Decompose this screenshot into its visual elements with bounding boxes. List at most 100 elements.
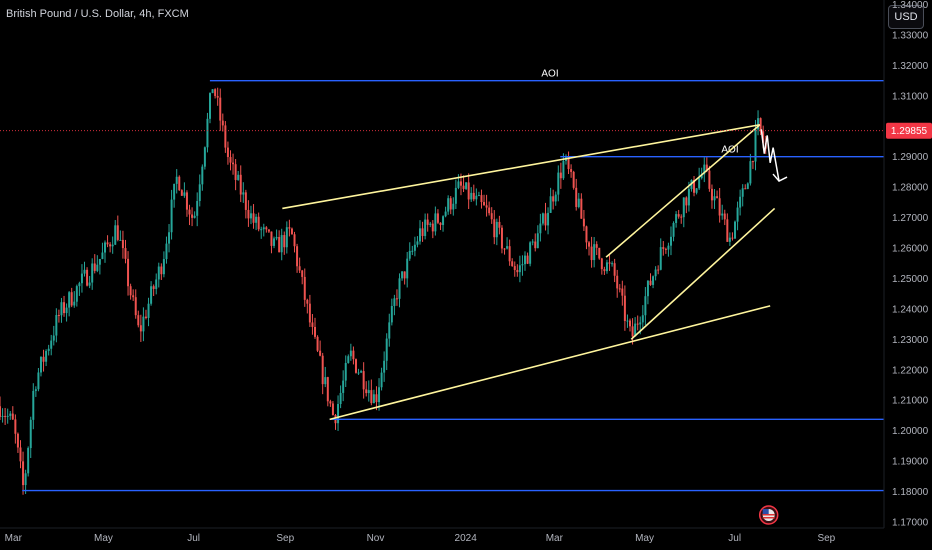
candle-body [362, 371, 365, 390]
candle [162, 251, 165, 278]
candle-body [314, 326, 317, 337]
candle-body [339, 392, 342, 405]
candlestick-series [0, 87, 767, 495]
candle [14, 414, 17, 444]
candle [247, 200, 250, 227]
candle [413, 236, 416, 257]
candle-body [534, 241, 537, 249]
candle [357, 368, 360, 375]
candle [736, 201, 739, 231]
time-tick-label: Jul [187, 533, 200, 544]
candle [598, 247, 601, 260]
candle-body [0, 406, 1, 417]
candle-body [608, 262, 611, 264]
candle-body [352, 350, 355, 360]
candle [498, 215, 501, 235]
candle [549, 187, 552, 213]
candle-body [185, 192, 188, 210]
candle-body [144, 316, 147, 318]
candle [188, 204, 191, 226]
candle [721, 204, 724, 220]
candle-body [490, 213, 493, 220]
candle-body [116, 225, 119, 240]
candle-body [242, 192, 245, 195]
candle-body [480, 195, 483, 203]
candle-body [616, 275, 619, 289]
candle-body [485, 205, 488, 208]
candle [152, 284, 155, 297]
candle-body [329, 401, 332, 404]
candle [180, 189, 183, 196]
candle-body [693, 179, 696, 193]
candle [344, 355, 347, 388]
candle [603, 266, 606, 275]
time-tick-label: Mar [5, 533, 23, 544]
candle [416, 236, 419, 248]
price-tick-label: 1.22000 [892, 365, 929, 376]
candle [375, 386, 378, 411]
candle-body [449, 198, 452, 210]
candle [659, 238, 662, 271]
candle [165, 236, 168, 264]
candle [137, 310, 140, 328]
candle-body [75, 286, 78, 302]
candle [260, 226, 263, 239]
candle-body [634, 323, 637, 337]
candle [178, 175, 181, 191]
candle [539, 213, 542, 242]
candle-body [572, 171, 575, 188]
candle-body [111, 244, 114, 247]
candle [170, 189, 173, 240]
candle [408, 242, 411, 261]
candle-body [178, 176, 181, 191]
time-axis: Mar May Jul Sep Nov 2024 Mar May Jul Sep [0, 527, 884, 544]
candle [751, 160, 754, 169]
candle-body [562, 160, 565, 179]
candle [419, 220, 422, 245]
candle-body [139, 325, 142, 332]
candle-body [303, 276, 306, 300]
candle [588, 240, 591, 256]
price-tick-label: 1.27000 [892, 213, 929, 224]
candle-body [577, 198, 580, 207]
us-flag-event-icon[interactable] [758, 505, 779, 525]
price-tick-label: 1.31000 [892, 91, 929, 102]
candle-body [354, 359, 357, 373]
candle [695, 188, 698, 195]
candle-body [680, 216, 683, 218]
candle [191, 207, 194, 227]
candle [516, 264, 519, 277]
candle-body [554, 194, 557, 202]
candle [63, 295, 66, 317]
candle [211, 89, 214, 94]
candle-body [582, 218, 585, 227]
candle [1, 408, 4, 423]
candle-body [267, 229, 270, 232]
candle-body [45, 350, 48, 362]
candle [493, 210, 496, 245]
candle-body [567, 155, 570, 170]
candle-body [285, 227, 288, 248]
candle-body [524, 255, 527, 265]
candle [380, 367, 383, 391]
candle-body [216, 95, 219, 98]
candle-body [411, 250, 414, 252]
candle [278, 230, 281, 253]
candle [406, 251, 409, 288]
candle-body [129, 286, 132, 296]
candle-body [247, 209, 250, 219]
candle [29, 416, 32, 459]
currency-button[interactable]: USD [888, 5, 924, 29]
candle-body [508, 246, 511, 262]
candle [662, 241, 665, 256]
candle [503, 248, 506, 255]
candle [506, 237, 509, 250]
candle [649, 273, 652, 286]
candle-body [155, 279, 158, 289]
candle [636, 315, 639, 331]
candle-body [252, 213, 255, 223]
candle [541, 212, 544, 226]
candle-body [605, 262, 608, 272]
candle [298, 257, 301, 274]
